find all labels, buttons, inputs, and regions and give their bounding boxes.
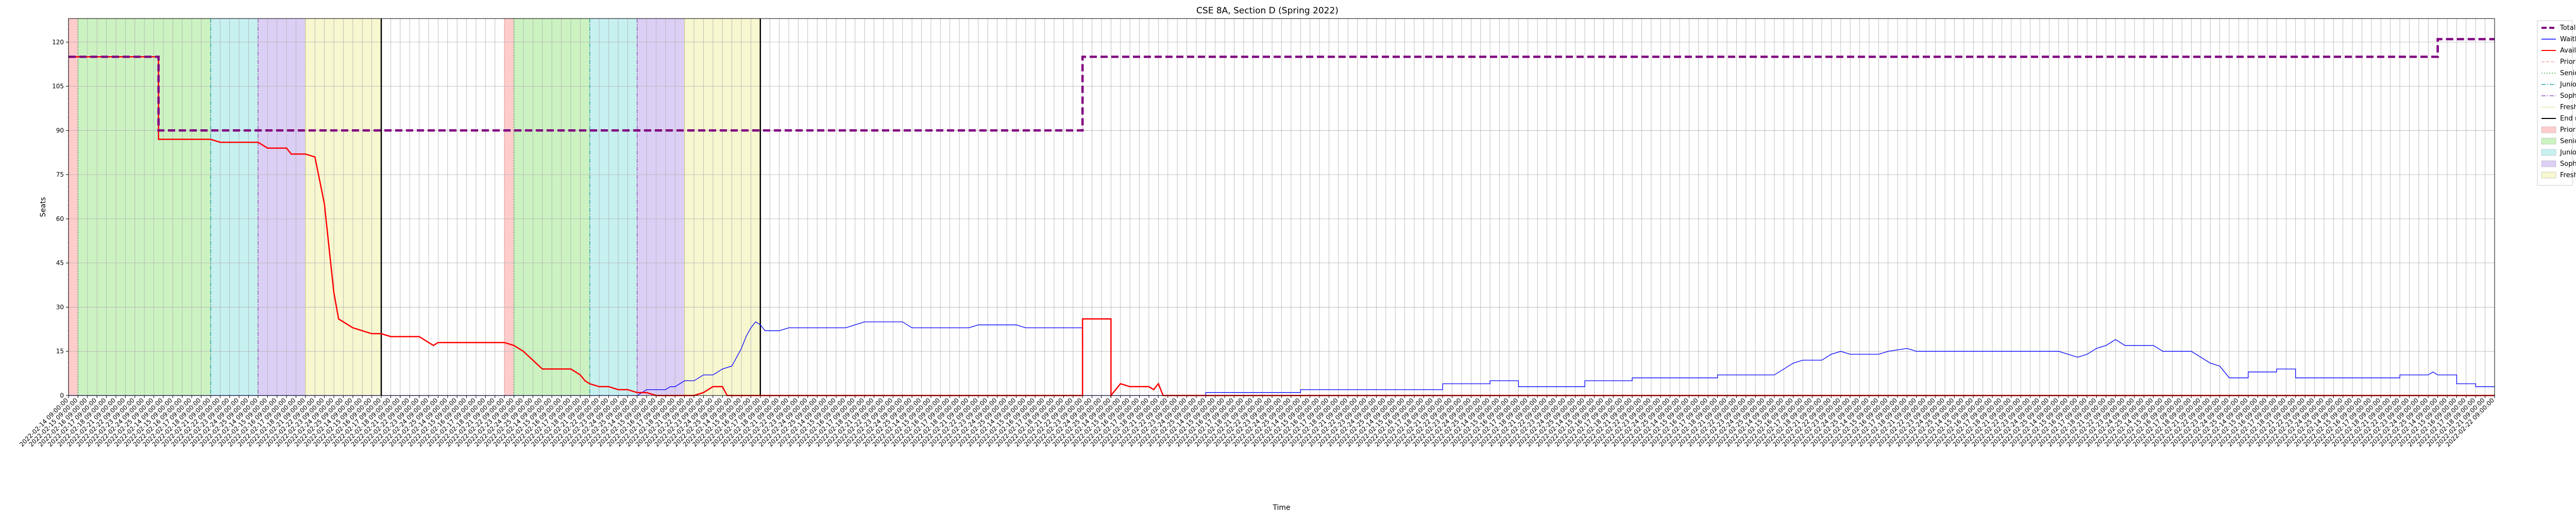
y-tick-label: 90 — [56, 127, 64, 134]
legend-label: Seniors Start — [2560, 138, 2576, 145]
y-tick-label: 30 — [56, 303, 64, 311]
legend: Total Seats Waitlist Available Priorities S… — [2537, 20, 2576, 186]
legend-label: Priorities Start — [2560, 126, 2576, 134]
legend-label: Total Seats — [2560, 24, 2576, 32]
legend-patch-swatch — [2541, 149, 2556, 156]
legend-label: Juniors Start — [2560, 81, 2576, 89]
y-tick-label: 75 — [56, 171, 64, 178]
legend-label: Sophomores Start — [2560, 92, 2576, 100]
x-axis-label: Time — [1272, 504, 1290, 512]
legend-label: Priorities Start — [2560, 58, 2576, 66]
legend-patch-swatch — [2541, 160, 2556, 167]
series-line-available — [69, 56, 2495, 398]
legend-label: Available — [2560, 47, 2576, 55]
series-lines — [69, 38, 2495, 398]
legend-box — [2537, 20, 2573, 186]
y-tick-label: 45 — [56, 260, 64, 267]
legend-label: Juniors Start — [2560, 149, 2576, 157]
phase-band-sophomores — [258, 19, 306, 396]
phase-band-juniors — [589, 19, 637, 396]
phase-band-priorities — [69, 19, 78, 396]
legend-patch-swatch — [2541, 126, 2556, 133]
series-line-waitlist — [69, 321, 2495, 396]
legend-patch-swatch — [2541, 171, 2556, 179]
y-axis-ticks: 0 15 30 45 60 75 90 105 120 — [52, 39, 69, 399]
legend-label: Freshmen Start — [2560, 104, 2576, 111]
y-tick-label: 60 — [56, 215, 64, 222]
legend-label: Freshmen Start — [2560, 171, 2576, 179]
y-tick-label: 120 — [52, 39, 64, 46]
phase-band-priorities — [504, 19, 514, 396]
y-tick-label: 0 — [60, 392, 64, 399]
y-tick-label: 105 — [52, 83, 64, 90]
phase-bands — [69, 19, 760, 396]
series-line-total — [69, 38, 2495, 132]
chart-title: CSE 8A, Section D (Spring 2022) — [1196, 6, 1338, 16]
phase-start-lines — [68, 19, 761, 396]
y-tick-label: 15 — [56, 348, 64, 355]
legend-label: Seniors Start — [2560, 70, 2576, 77]
grid-lines — [68, 19, 2495, 396]
y-axis-label: Seats — [39, 197, 47, 217]
legend-patch-swatch — [2541, 138, 2556, 145]
legend-label: Waitlist — [2560, 36, 2576, 43]
phase-band-juniors — [210, 19, 258, 396]
legend-label: Sophomores Start — [2560, 160, 2576, 168]
legend-label: End (FP/SP) — [2560, 115, 2576, 123]
phase-band-sophomores — [637, 19, 685, 396]
